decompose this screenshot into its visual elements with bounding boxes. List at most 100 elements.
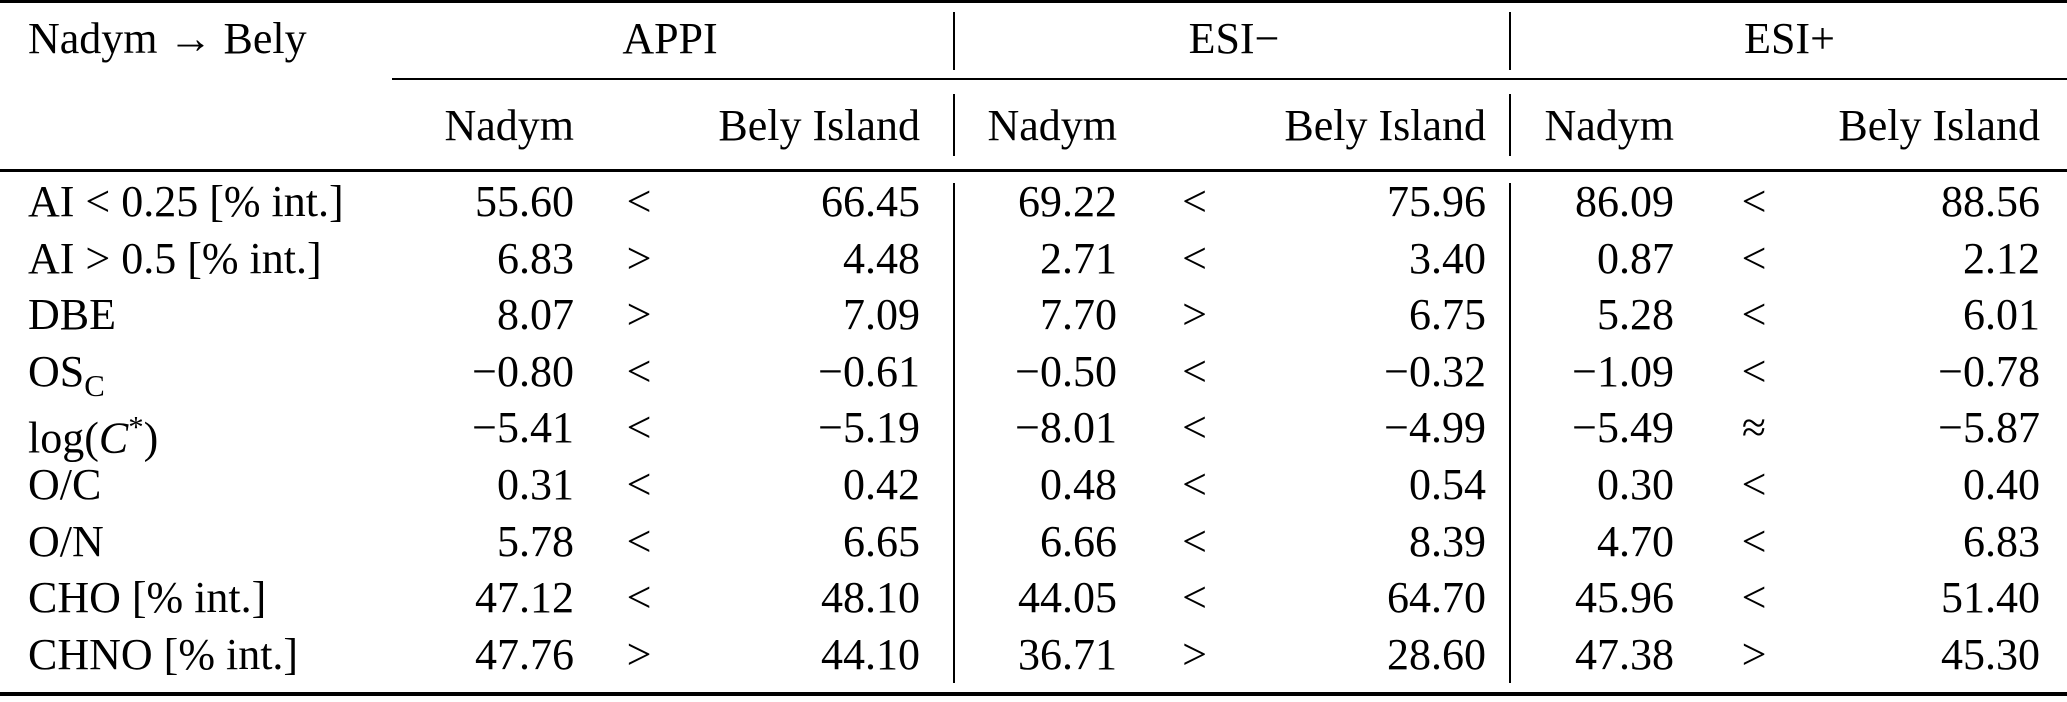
value-cell: 0.31 — [497, 460, 574, 509]
value-cell: −0.50 — [1015, 346, 1117, 396]
value-cell: 64.70 — [1387, 573, 1486, 623]
row-label-part: DBE — [28, 290, 116, 340]
value-cell: 6.75 — [1409, 290, 1486, 340]
value-cell: 47.12 — [475, 573, 574, 623]
value-cell: 0.30 — [1597, 460, 1674, 509]
row-label-part: AI > 0.5 [% int.] — [28, 233, 322, 283]
relation-cell: > — [626, 233, 652, 283]
relation-cell: < — [1741, 233, 1767, 283]
row-label-part: O/C — [28, 460, 102, 509]
row-label-part: ) — [143, 414, 159, 464]
relation-cell: < — [626, 516, 652, 566]
relation-cell: < — [1182, 403, 1207, 453]
value-cell: 5.78 — [497, 516, 574, 566]
rule-header-body — [0, 169, 2067, 172]
value-cell: 0.54 — [1409, 460, 1486, 509]
relation-cell: < — [1182, 573, 1207, 623]
value-cell: −0.32 — [1384, 346, 1486, 396]
row-label-part: OS — [28, 346, 85, 396]
value-cell: 8.07 — [497, 290, 574, 340]
rule-bottom — [0, 692, 2067, 696]
row-label-part: CHNO [% int.] — [28, 629, 299, 679]
row-label: OSC — [28, 343, 388, 415]
value-cell: 2.12 — [1963, 233, 2040, 283]
rule-top — [0, 0, 2067, 3]
relation-cell: < — [1741, 516, 1767, 566]
relation-cell: < — [1741, 346, 1767, 396]
site-header-esi-neg-bely: Bely Island — [1284, 101, 1486, 150]
value-cell: 6.01 — [1963, 290, 2040, 340]
relation-cell: < — [1741, 460, 1767, 509]
value-cell: 0.87 — [1597, 233, 1674, 283]
value-cell: 5.28 — [1597, 290, 1674, 340]
value-cell: 44.10 — [821, 629, 920, 679]
value-cell: 47.38 — [1575, 629, 1674, 679]
table-row: DBE 8.07 >7.09 7.70 >6.75 5.28 <6.01 — [0, 286, 2067, 343]
value-cell: −0.78 — [1938, 346, 2040, 396]
table-row: O/N 5.78 <6.65 6.66 <8.39 4.70 <6.83 — [0, 513, 2067, 570]
value-cell: 45.30 — [1941, 629, 2040, 679]
table-row: CHO [% int.] 47.12 <48.10 44.05 <64.70 45.96 <… — [0, 569, 2067, 626]
value-cell: −1.09 — [1572, 346, 1674, 396]
row-label: O/C — [28, 456, 388, 513]
column-separator — [953, 12, 955, 70]
value-cell: 6.66 — [1040, 516, 1117, 566]
value-cell: 75.96 — [1387, 177, 1486, 226]
value-cell: −5.49 — [1572, 403, 1674, 453]
value-cell: 6.83 — [497, 233, 574, 283]
row-label: CHNO [% int.] — [28, 626, 388, 683]
row-label: AI < 0.25 [% int.] — [28, 173, 388, 230]
relation-cell: < — [626, 403, 652, 453]
row-label: DBE — [28, 286, 388, 343]
value-cell: 86.09 — [1575, 177, 1674, 226]
table-row: AI < 0.25 [% int.] 55.60 <66.45 69.22 <75.96… — [0, 173, 2067, 230]
value-cell: −5.87 — [1938, 403, 2040, 453]
table-row: O/C 0.31 <0.42 0.48 <0.54 0.30 <0.40 — [0, 456, 2067, 513]
value-cell: 48.10 — [821, 573, 920, 623]
value-cell: 6.65 — [843, 516, 920, 566]
value-cell: 45.96 — [1575, 573, 1674, 623]
relation-cell: < — [1182, 346, 1207, 396]
value-cell: 4.70 — [1597, 516, 1674, 566]
value-cell: −0.80 — [472, 346, 574, 396]
relation-cell: < — [1741, 573, 1767, 623]
row-label-part: O/N — [28, 516, 104, 566]
value-cell: 69.22 — [1018, 177, 1117, 226]
row-label-part: C — [98, 414, 129, 464]
table-row: log(C*) −5.41 < −5.19 −8.01 < −4.99 −5.49 ≈ −5.87 — [0, 399, 2067, 463]
group-header-esi-pos: ESI+ — [1744, 14, 1835, 63]
relation-cell: < — [1741, 290, 1767, 340]
value-cell: 47.76 — [475, 629, 574, 679]
table-row: CHNO [% int.] 47.76 >44.10 36.71 >28.60 47.38… — [0, 626, 2067, 683]
group-header-esi-neg: ESI− — [1188, 14, 1280, 63]
row-label-part: log( — [28, 414, 99, 464]
group-header-appi: APPI — [622, 14, 718, 63]
value-cell: −5.19 — [818, 403, 920, 453]
relation-cell: < — [626, 346, 652, 396]
corner-label: Nadym → Bely — [28, 14, 307, 63]
value-cell: 55.60 — [475, 177, 574, 226]
value-cell: −0.61 — [818, 346, 920, 396]
site-header-esi-pos-nadym: Nadym — [1544, 101, 1674, 150]
column-separator — [1509, 94, 1511, 156]
relation-cell: > — [626, 290, 652, 340]
relation-cell: > — [1741, 629, 1767, 679]
value-cell: −5.41 — [472, 403, 574, 453]
site-header-appi-bely: Bely Island — [718, 101, 920, 150]
relation-cell: > — [1182, 290, 1207, 340]
row-label: AI > 0.5 [% int.] — [28, 230, 388, 287]
table-row: AI > 0.5 [% int.] 6.83 >4.48 2.71 <3.40 0.87 <… — [0, 230, 2067, 287]
relation-cell: < — [1182, 177, 1207, 226]
relation-cell: > — [1182, 629, 1207, 679]
value-cell: 8.39 — [1409, 516, 1486, 566]
value-cell: 2.71 — [1040, 233, 1117, 283]
value-cell: 4.48 — [843, 233, 920, 283]
site-header-appi-nadym: Nadym — [444, 101, 574, 150]
value-cell: 0.40 — [1963, 460, 2040, 509]
relation-cell: < — [1741, 177, 1767, 226]
site-header-esi-pos-bely: Bely Island — [1838, 101, 2040, 150]
value-cell: 0.48 — [1040, 460, 1117, 509]
row-label: CHO [% int.] — [28, 569, 388, 626]
table-row: OSC −0.80 < −0.61 −0.50 < −0.32 −1.09 < −0.78 — [0, 343, 2067, 403]
relation-cell: < — [1182, 233, 1207, 283]
